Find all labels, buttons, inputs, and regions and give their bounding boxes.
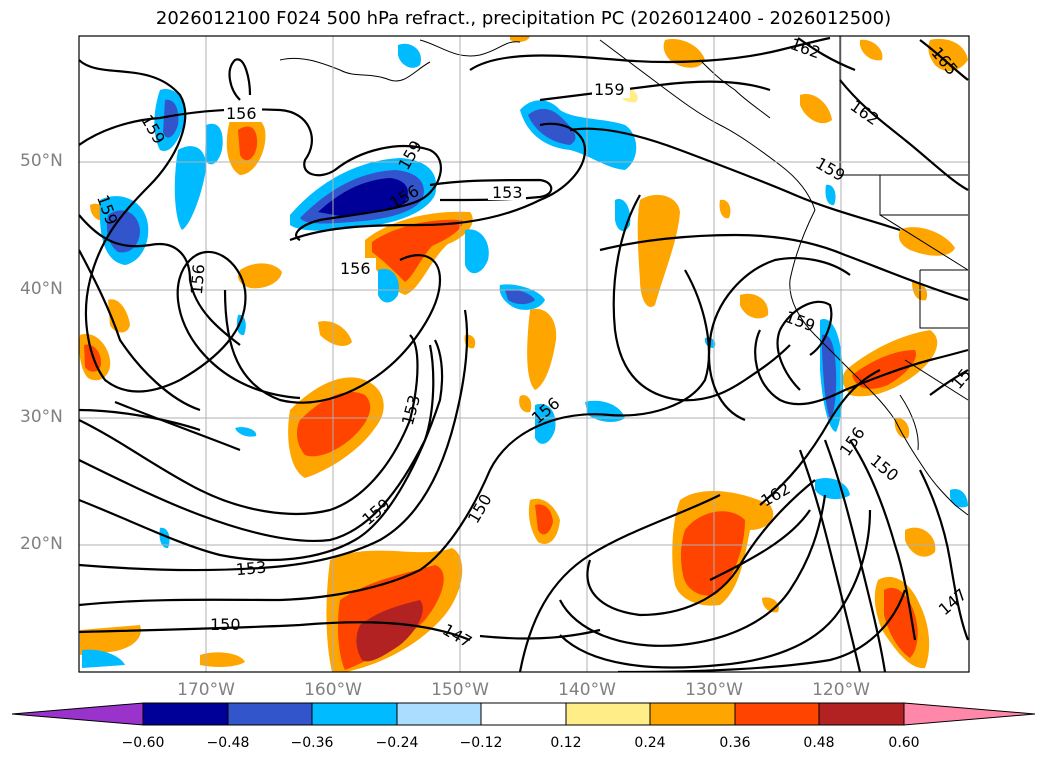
lat-label-40n: 40°N <box>20 279 63 299</box>
contour-label: 162 <box>788 34 823 62</box>
lon-label-120w: 120°W <box>812 680 870 700</box>
colorbar-tick: 0.24 <box>634 735 666 751</box>
colorbar <box>11 702 1036 726</box>
colorbar-tick: −0.36 <box>290 735 334 751</box>
contour-label: 147 <box>935 585 971 619</box>
colorbar-bin <box>649 702 736 726</box>
contour-label: 156 <box>187 263 209 295</box>
lat-label-50n: 50°N <box>20 151 63 171</box>
contour-label: 147 <box>439 620 475 652</box>
colorbar-bin <box>565 702 651 726</box>
contour-label: 156 <box>528 393 564 427</box>
map-title: 2026012100 F024 500 hPa refract., precip… <box>155 8 892 29</box>
contour-label: 159 <box>594 80 625 99</box>
contour-label: 159 <box>783 307 818 335</box>
colorbar-tick: 0.12 <box>550 735 582 751</box>
plot-frame <box>78 35 970 673</box>
lat-label-20n: 20°N <box>20 534 63 554</box>
contour-label: 150 <box>464 491 496 527</box>
colorbar-bin <box>227 702 313 726</box>
coastlines <box>279 36 969 516</box>
lon-label-130w: 130°W <box>685 680 743 700</box>
colorbar-bin <box>818 702 905 726</box>
colorbar-bin <box>311 702 398 726</box>
colorbar-tick: 0.36 <box>719 735 751 751</box>
colorbar-bin <box>396 702 482 726</box>
contour-label: 153 <box>492 183 523 202</box>
contour-label: 153 <box>398 393 424 427</box>
contour-label: 153 <box>235 558 267 580</box>
contour-label: 162 <box>847 96 883 129</box>
contour-label: 156 <box>226 104 257 123</box>
lat-label-30n: 30°N <box>20 407 63 427</box>
contour-label: 159 <box>812 153 848 185</box>
precipitation-shading <box>79 36 968 672</box>
colorbar-extend-high <box>903 702 1036 726</box>
graticule <box>79 36 969 672</box>
colorbar-bin <box>734 702 820 726</box>
colorbar-tick: 0.60 <box>888 735 920 751</box>
lon-label-160w: 160°W <box>304 680 362 700</box>
colorbar-bin <box>480 702 567 726</box>
colorbar-tick: −0.60 <box>121 735 165 751</box>
colorbar-tick: −0.12 <box>459 735 503 751</box>
colorbar-tick: −0.24 <box>375 735 419 751</box>
height-contours <box>79 36 969 672</box>
contour-label: 156 <box>340 259 371 278</box>
contour-label: 15 <box>947 365 975 393</box>
lon-label-150w: 150°W <box>431 680 489 700</box>
colorbar-tick: −0.48 <box>206 735 250 751</box>
colorbar-tick: 0.48 <box>803 735 835 751</box>
lon-label-170w: 170°W <box>177 680 235 700</box>
lon-label-140w: 140°W <box>558 680 616 700</box>
colorbar-bin <box>142 702 229 726</box>
colorbar-extend-low <box>11 702 144 726</box>
contour-label: 150 <box>210 615 241 634</box>
